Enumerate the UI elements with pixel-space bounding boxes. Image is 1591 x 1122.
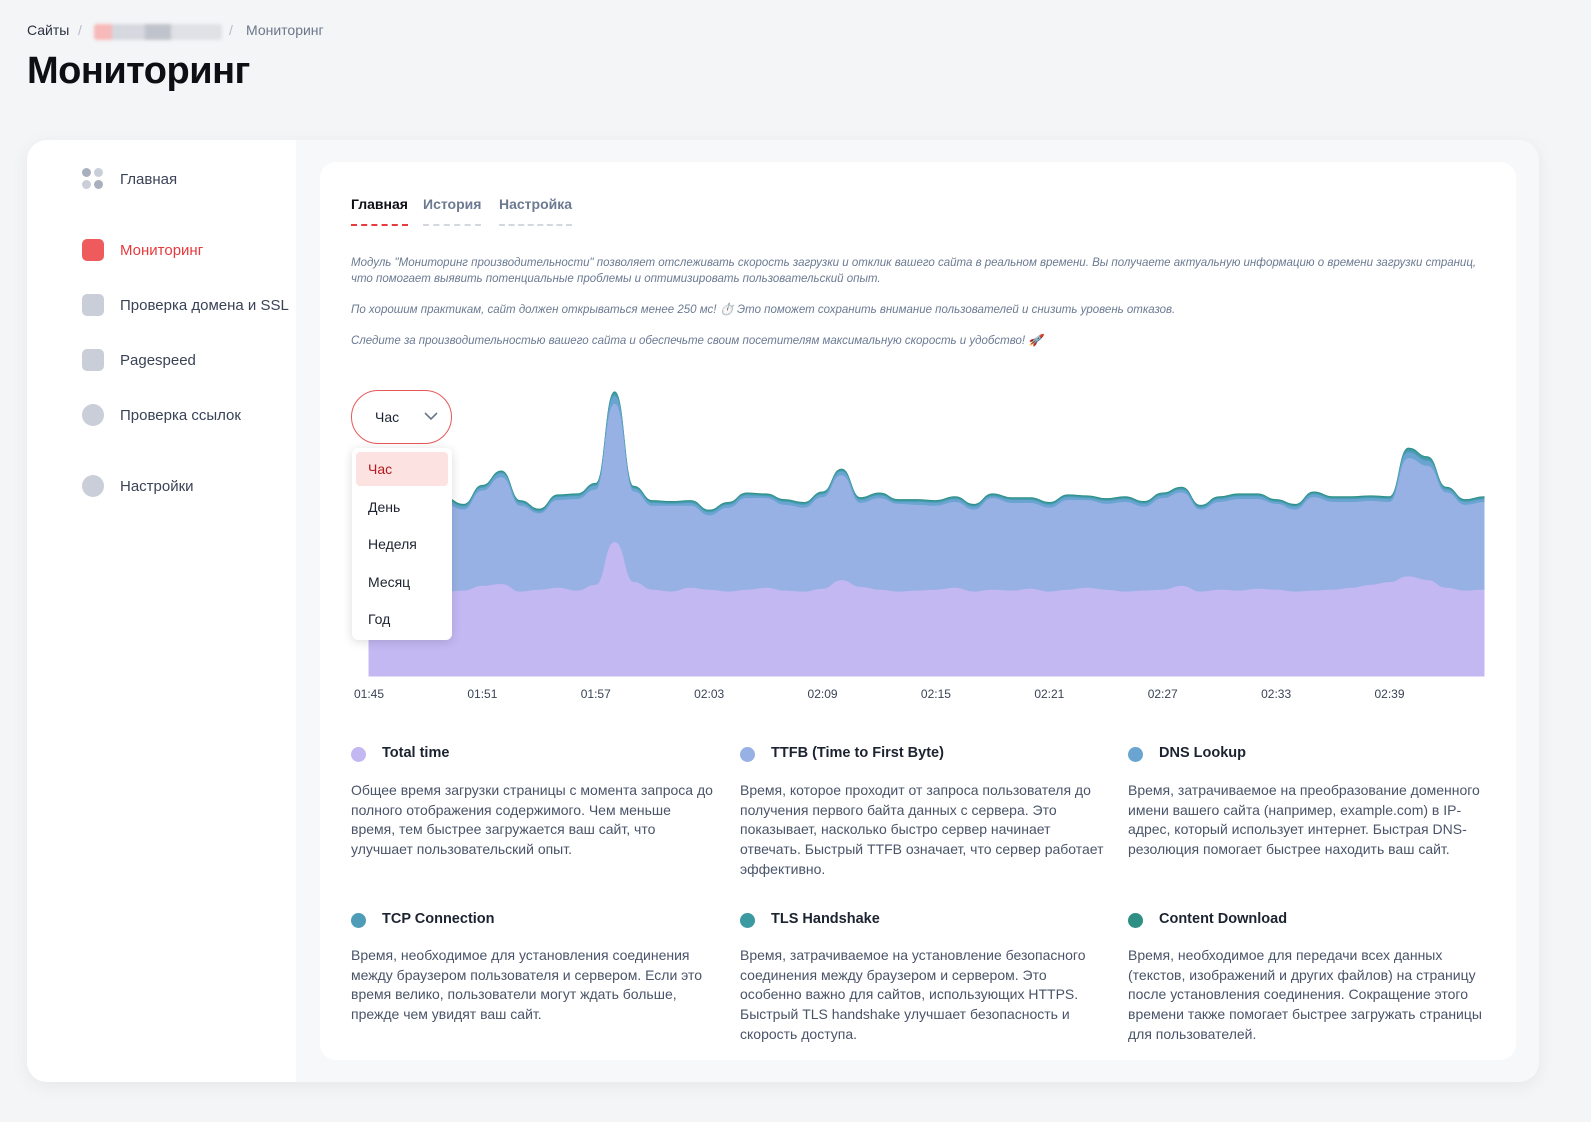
legend-description: Время, которое проходит от запроса польз… [740, 782, 1104, 877]
tab[interactable]: История [423, 196, 482, 226]
icon-links [82, 404, 104, 426]
icon-domain [82, 294, 104, 316]
chart: 01:45 01:51 01:57 02:03 02:09 02:15 02:21 02:27… [354, 391, 1485, 701]
area-series [368, 542, 1485, 677]
nav-item[interactable]: Проверка ссылок [120, 407, 241, 424]
dropdown-menu: Час День Неделя Месяц Год [352, 448, 452, 640]
x-tick-label: 01:57 [581, 687, 611, 701]
legend-title: Total time [382, 745, 450, 761]
x-tick-label: 01:45 [354, 687, 384, 701]
icon-monitoring [82, 239, 104, 261]
legend-dot [740, 913, 755, 928]
legend-title: TLS Handshake [771, 911, 880, 927]
sidebar: Главная Мониторинг Проверка домена и SSL… [27, 140, 296, 1082]
tab-active[interactable]: Главная [351, 196, 408, 226]
dropdown-option[interactable]: Час [356, 452, 448, 486]
icon-pagespeed [82, 349, 104, 371]
legend-description: Время, затрачиваемое на установление без… [740, 947, 1086, 1042]
legend-title: Content Download [1159, 911, 1288, 927]
breadcrumb-separator: / [229, 22, 233, 38]
page-title: Мониторинг [27, 50, 250, 92]
legend-description: Общее время загрузки страницы с момента … [351, 782, 713, 858]
nav-item-active[interactable]: Мониторинг [120, 242, 204, 259]
nav-item[interactable]: Настройки [120, 478, 194, 495]
description: Модуль "Мониторинг производительности" п… [351, 257, 1477, 285]
icon-settings [82, 475, 104, 497]
x-tick-label: 02:03 [694, 687, 724, 701]
legend-title: TCP Connection [382, 911, 495, 927]
tab[interactable]: Настройка [499, 196, 573, 226]
description: Следите за производительностью вашего са… [351, 335, 1043, 347]
chevron [424, 412, 438, 421]
legend-description: Время, затрачиваемое на преобразование д… [1128, 782, 1480, 858]
x-tick-label: 02:27 [1148, 687, 1178, 701]
x-tick-label: 02:39 [1374, 687, 1404, 701]
x-tick-label: 02:33 [1261, 687, 1291, 701]
blurred-site-name[interactable] [94, 24, 222, 40]
legend-dot [351, 747, 366, 762]
icon-home [82, 168, 104, 190]
breadcrumb-link[interactable]: Сайты [27, 22, 70, 38]
breadcrumb-separator: / [78, 22, 82, 38]
nav-item[interactable]: Главная [120, 171, 178, 188]
x-tick-label: 02:15 [921, 687, 951, 701]
nav-item[interactable]: Pagespeed [120, 352, 196, 369]
dropdown-option[interactable]: Неделя [368, 536, 417, 552]
legend-dot [740, 747, 755, 762]
select-value: Час [375, 409, 400, 425]
legend-title: TTFB (Time to First Byte) [771, 745, 944, 761]
x-tick-label: 01:51 [467, 687, 497, 701]
dropdown-option[interactable]: Месяц [368, 573, 411, 590]
legend-dot [1128, 747, 1143, 762]
x-tick-label: 02:09 [808, 687, 838, 701]
legend-title: DNS Lookup [1159, 745, 1246, 761]
dropdown-option[interactable]: День [368, 498, 401, 515]
nav-item[interactable]: Проверка домена и SSL [120, 297, 289, 314]
legend-dot [1128, 913, 1143, 928]
area-series [368, 403, 1485, 593]
legend-description: Время, необходимое для передачи всех дан… [1128, 947, 1482, 1042]
period-select[interactable]: Час [351, 390, 452, 444]
breadcrumb-current: Мониторинг [246, 22, 324, 38]
dropdown-option[interactable]: Год [368, 611, 391, 627]
legend-dot [351, 913, 366, 928]
x-tick-label: 02:21 [1034, 687, 1064, 701]
legend-description: Время, необходимое для установления соед… [351, 947, 703, 1023]
description: По хорошим практикам, сайт должен открыв… [351, 304, 1176, 316]
